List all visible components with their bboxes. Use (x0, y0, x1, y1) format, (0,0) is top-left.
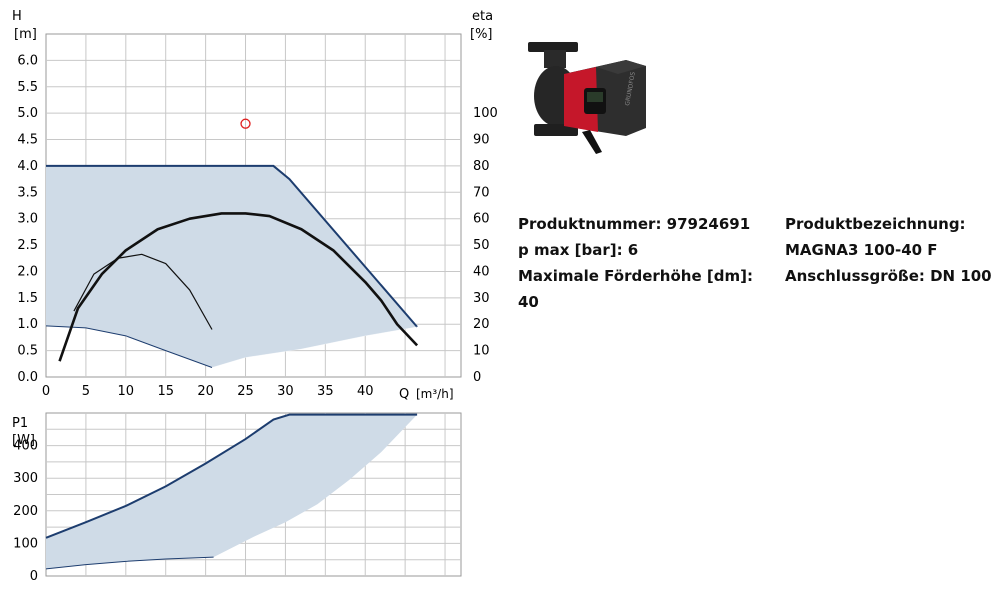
power-tick-label: 300 (13, 471, 38, 486)
product-number: Produktnummer: 97924691 (518, 215, 751, 233)
x-tick-label: 0 (42, 384, 50, 399)
power-chart: P1 [W] 0 100 200 300 400 (12, 412, 462, 584)
product-designation-label: Produktbezeichnung: (785, 215, 966, 233)
y-tick-label: 5.5 (17, 80, 38, 95)
x-tick-label: 35 (317, 384, 334, 399)
efficiency-curve-max (58, 212, 419, 362)
x-tick-label: 10 (118, 384, 135, 399)
y-tick-label-right: 50 (473, 238, 490, 253)
y-tick-label-right: 0 (473, 370, 481, 385)
product-info-left: Produktnummer: 97924691 p max [bar]: 6 M… (518, 211, 763, 315)
max-pressure: p max [bar]: 6 (518, 241, 639, 259)
efficiency-curve-min (73, 253, 213, 330)
charts-canvas: H [m] eta [%] 0.0 0.5 1.0 1.5 2.0 2.5 3.0 3.5 4.… (12, 9, 498, 584)
max-power-curve (45, 413, 418, 539)
y-tick-label: 1.5 (17, 291, 38, 306)
y-tick-label: 6.0 (17, 53, 38, 68)
y-tick-label: 3.0 (17, 212, 38, 227)
y-axis-unit-left: [m] (14, 27, 37, 42)
max-head: Maximale Förderhöhe [dm]: 40 (518, 267, 753, 311)
product-info-right: Produktbezeichnung: MAGNA3 100-40 F Ansc… (785, 211, 995, 289)
min-power-curve (45, 556, 214, 570)
y-axis-title-right: eta (472, 9, 493, 24)
y-axis-title-left: H (12, 9, 22, 24)
operating-area (46, 165, 418, 368)
envelope-lower-edge (211, 326, 418, 368)
power-tick-label: 400 (13, 439, 38, 454)
power-tick-label: 100 (13, 536, 38, 551)
y-tick-label-right: 90 (473, 133, 490, 148)
power-axis-title: P1 (12, 416, 28, 431)
power-chart-plot (45, 413, 418, 570)
x-tick-label: 25 (237, 384, 254, 399)
power-area (46, 414, 418, 569)
y-tick-label-right: 70 (473, 185, 490, 200)
head-chart-ticks: 0.0 0.5 1.0 1.5 2.0 2.5 3.0 3.5 4.0 4.5 5.0 5.5 6.0 0… (17, 53, 498, 399)
power-axis-unit: [W] (12, 433, 35, 448)
x-tick-label: 5 (82, 384, 90, 399)
y-tick-label: 2.0 (17, 264, 38, 279)
y-tick-label-right: 10 (473, 344, 490, 359)
y-tick-label-right: 30 (473, 291, 490, 306)
y-tick-label: 4.0 (17, 159, 38, 174)
x-tick-label: 20 (197, 384, 214, 399)
y-tick-label-right: 40 (473, 264, 490, 279)
x-tick-label: 15 (157, 384, 174, 399)
power-tick-label: 0 (30, 569, 38, 584)
x-tick-label: 40 (357, 384, 374, 399)
x-tick-label: 30 (277, 384, 294, 399)
pump-product-image: GRUNDFOS (528, 42, 646, 154)
x-axis-title: Q (399, 387, 409, 402)
y-tick-label-right: 20 (473, 317, 490, 332)
y-tick-label: 4.5 (17, 133, 38, 148)
y-tick-label-right: 100 (473, 106, 498, 121)
y-tick-label: 3.5 (17, 185, 38, 200)
head-chart: H [m] eta [%] 0.0 0.5 1.0 1.5 2.0 2.5 3.0 3.5 4.… (12, 9, 498, 402)
power-tick-label: 200 (13, 504, 38, 519)
y-tick-label-right: 80 (473, 159, 490, 174)
y-tick-label: 0.0 (17, 370, 38, 385)
x-axis-unit: [m³/h] (416, 387, 454, 401)
y-axis-unit-right: [%] (470, 27, 493, 42)
power-chart-ticks: 0 100 200 300 400 (13, 439, 38, 584)
y-tick-label: 2.5 (17, 238, 38, 253)
y-tick-label: 0.5 (17, 344, 38, 359)
duty-point-marker (240, 118, 251, 129)
connection-size: Anschlussgröße: DN 100 (785, 267, 992, 285)
y-tick-label: 5.0 (17, 106, 38, 121)
head-chart-plot (45, 118, 419, 368)
max-head-curve (46, 164, 418, 328)
y-tick-label: 1.0 (17, 317, 38, 332)
y-tick-label-right: 60 (473, 212, 490, 227)
product-designation-value: MAGNA3 100-40 F (785, 241, 938, 259)
